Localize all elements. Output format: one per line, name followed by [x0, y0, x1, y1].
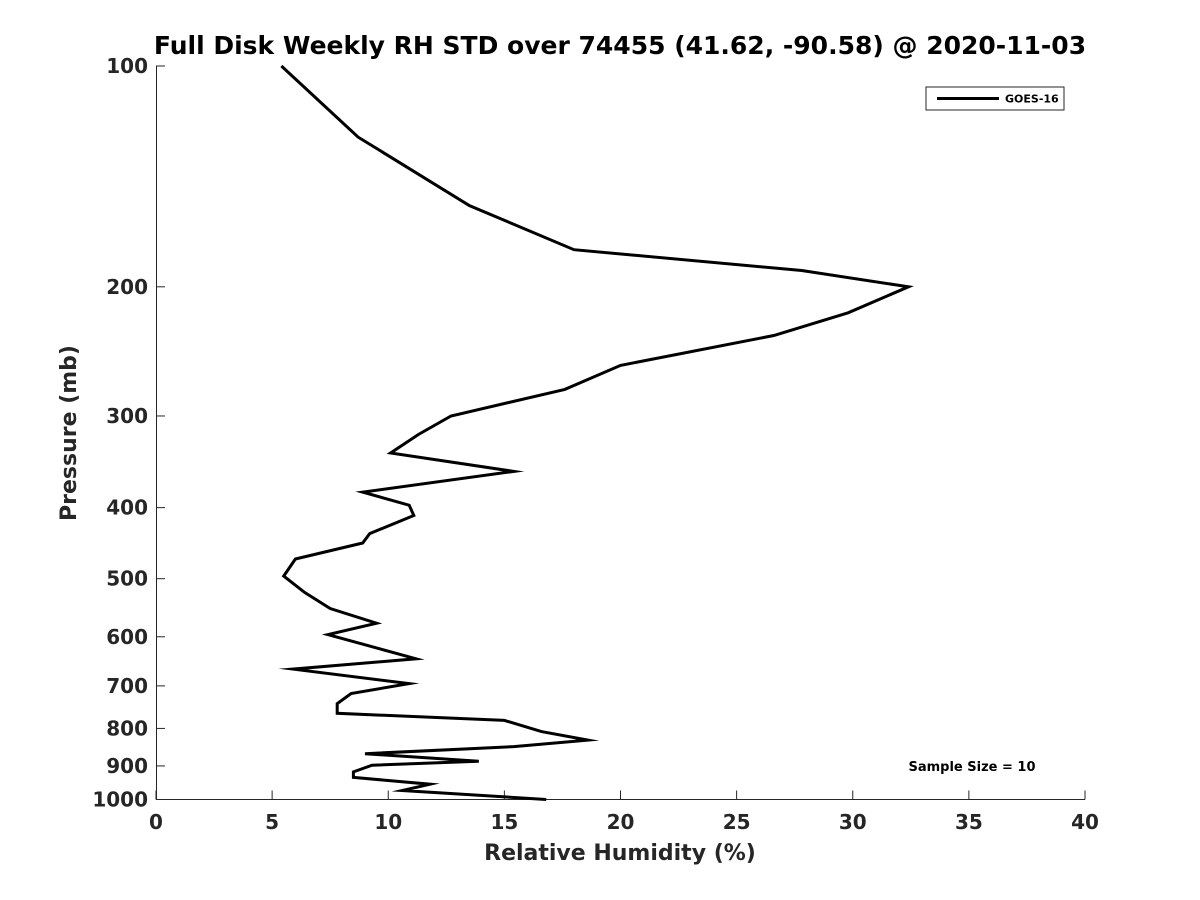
x-tick-label: 10 [374, 810, 402, 834]
y-tick-label: 300 [106, 404, 148, 428]
series-layer [278, 64, 914, 801]
x-tick-label: 35 [955, 810, 983, 834]
x-tick-label: 30 [839, 810, 867, 834]
y-axis-ticks: 100 200 300 400 500 600 700 800 900 1000 [92, 54, 165, 812]
legend: GOES-16 [925, 86, 1065, 111]
x-axis-ticks: 0 5 10 15 20 25 30 35 40 [149, 790, 1099, 834]
y-tick-label: 700 [106, 674, 148, 698]
x-tick-label: 40 [1071, 810, 1099, 834]
y-tick-label: 800 [106, 716, 148, 740]
x-axis-label: Relative Humidity (%) [484, 841, 756, 866]
y-tick-label: 100 [106, 54, 148, 78]
x-tick-label: 0 [149, 810, 163, 834]
x-tick-label: 5 [265, 810, 279, 834]
x-tick-label: 25 [723, 810, 751, 834]
x-tick-label: 15 [490, 810, 518, 834]
y-tick-label: 200 [106, 275, 148, 299]
x-tick-label: 20 [607, 810, 635, 834]
y-tick-label: 1000 [92, 788, 148, 812]
series-line-goes-16 [278, 64, 914, 801]
y-tick-label: 600 [106, 625, 148, 649]
y-tick-label: 400 [106, 496, 148, 520]
sample-size-annotation: Sample Size = 10 [908, 760, 1035, 775]
chart-title: Full Disk Weekly RH STD over 74455 (41.6… [154, 31, 1086, 60]
y-tick-label: 900 [106, 754, 148, 778]
y-axis-label: Pressure (mb) [57, 345, 82, 521]
y-tick-label: 500 [106, 567, 148, 591]
legend-label-goes-16: GOES-16 [1005, 93, 1059, 106]
plot-area: 0 5 10 15 20 25 30 35 40 100 200 300 400 500 600 700 80… [92, 54, 1099, 834]
